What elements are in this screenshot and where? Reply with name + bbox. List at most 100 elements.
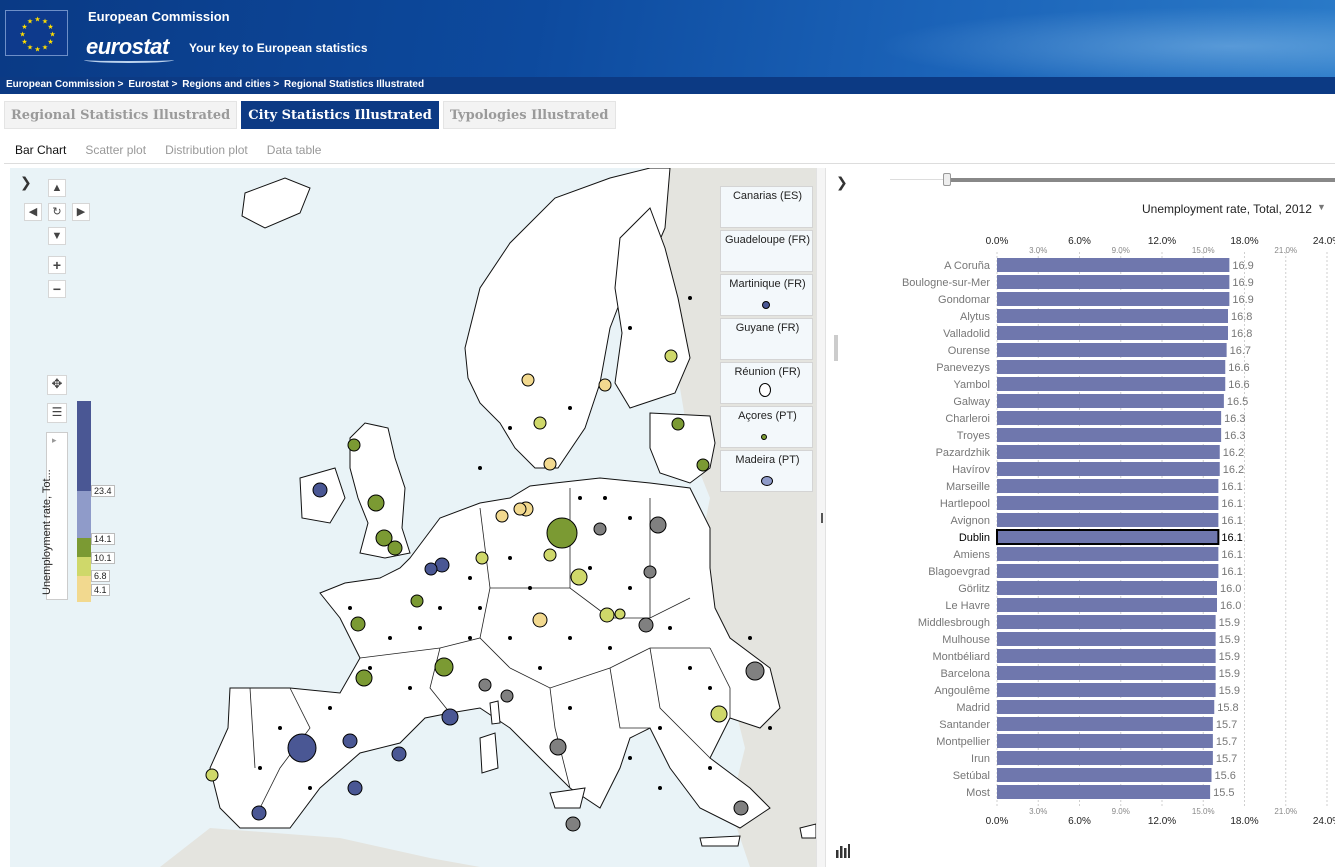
legend-class-2 (77, 491, 91, 538)
main-tabs: Regional Statistics Illustrated City Sta… (4, 101, 616, 129)
breadcrumb-link-commission[interactable]: European Commission > (6, 79, 124, 90)
map-crete (699, 835, 741, 847)
inset-canarias[interactable]: Canarias (ES) (720, 186, 813, 228)
tab-regional-statistics[interactable]: Regional Statistics Illustrated (4, 101, 238, 129)
map-cyprus (799, 823, 816, 839)
bar-category-label: Avignon (950, 515, 990, 527)
pan-right-icon[interactable]: ▶ (72, 203, 90, 221)
time-slider-handle[interactable] (943, 173, 951, 186)
x-tick-label-bottom: 24.0% (1313, 816, 1335, 827)
bar-category-label: Barcelona (940, 668, 990, 680)
indicator-selector[interactable]: Unemployment rate, Total, 2012 (1142, 202, 1312, 216)
splitter-grip[interactable] (821, 513, 823, 523)
pan-down-icon[interactable]: ▼ (48, 227, 66, 245)
bar-value-label: 16.1 (1221, 498, 1242, 510)
bar-category-label: Dublin (959, 532, 990, 544)
map-africa (160, 828, 480, 867)
inset-martinique[interactable]: Martinique (FR) (720, 274, 813, 316)
legend-expand-icon[interactable]: ▸ (52, 435, 57, 445)
tab-distribution-plot[interactable]: Distribution plot (165, 143, 248, 157)
bar-value-label: 16.0 (1220, 583, 1241, 595)
tab-bar-chart[interactable]: Bar Chart (15, 143, 67, 157)
bar (997, 666, 1216, 680)
legend-class-3 (77, 538, 91, 557)
breadcrumb-link-eurostat[interactable]: Eurostat > (128, 79, 178, 90)
bar-category-label: Troyes (957, 430, 991, 442)
bar-category-label: Havírov (952, 464, 990, 476)
bar-category-label: Ourense (948, 345, 990, 357)
tab-scatter-plot[interactable]: Scatter plot (85, 143, 147, 157)
inset-guadeloupe[interactable]: Guadeloupe (FR) (720, 230, 813, 272)
bar-value-label: 15.9 (1219, 685, 1240, 697)
bar-value-label: 16.2 (1223, 464, 1244, 476)
map-sicily (549, 787, 586, 809)
x-minor-tick-label-top: 9.0% (1112, 246, 1130, 255)
inset-acores[interactable]: Açores (PT) (720, 406, 813, 448)
x-tick-label-top: 0.0% (986, 236, 1009, 247)
bar (997, 598, 1217, 612)
move-legend-icon[interactable]: ✥ (47, 375, 67, 395)
chart-collapse-icon[interactable]: ❯ (836, 174, 848, 190)
eu-flag-logo[interactable]: ★ ★ ★ ★ ★ ★ ★ ★ ★ ★ ★ ★ (5, 10, 68, 56)
inset-city-point (762, 301, 770, 309)
tab-city-statistics[interactable]: City Statistics Illustrated (241, 101, 439, 129)
x-minor-tick-label-top: 21.0% (1274, 246, 1297, 255)
inset-reunion[interactable]: Réunion (FR) (720, 362, 813, 404)
map-small-cities (258, 296, 772, 790)
europe-map[interactable] (10, 168, 816, 867)
flag-star: ★ (21, 38, 27, 46)
bar-value-label: 16.2 (1223, 447, 1244, 459)
bar-category-label: Montbéliard (933, 651, 990, 663)
bar (997, 445, 1220, 459)
x-tick-label-bottom: 12.0% (1148, 816, 1176, 827)
tab-typologies[interactable]: Typologies Illustrated (442, 101, 616, 129)
bar (997, 275, 1230, 289)
x-tick-label-top: 12.0% (1148, 236, 1176, 247)
legend-tick-3: 10.1 (91, 552, 115, 564)
tab-divider (4, 163, 1335, 164)
legend-list-icon[interactable]: ☰ (47, 403, 67, 423)
bar-value-label: 16.1 (1221, 515, 1242, 527)
zoom-out-button[interactable]: − (48, 280, 66, 298)
bar-category-label: Pazardzhik (936, 447, 991, 459)
chart-scroll-grip[interactable] (834, 335, 838, 361)
x-tick-label-top: 18.0% (1230, 236, 1258, 247)
reset-view-icon[interactable]: ↻ (48, 203, 66, 221)
bar-category-label: Hartlepool (940, 498, 990, 510)
inset-label: Canarias (ES) (732, 190, 803, 202)
inset-city-point (761, 434, 767, 440)
x-minor-tick-label-bottom: 3.0% (1029, 807, 1047, 816)
inset-label: Guyane (FR) (735, 322, 800, 334)
bar-category-label: Montpellier (936, 736, 990, 748)
x-tick-label-bottom: 18.0% (1230, 816, 1258, 827)
map-corsica (489, 700, 501, 725)
pan-up-icon[interactable]: ▲ (48, 179, 66, 197)
bar-category-label: Setúbal (953, 770, 990, 782)
flag-star: ★ (47, 23, 53, 31)
zoom-in-button[interactable]: + (48, 256, 66, 274)
bar (997, 258, 1230, 272)
pan-left-icon[interactable]: ◀ (24, 203, 42, 221)
map-city-points (205, 349, 765, 832)
chevron-down-icon[interactable]: ▼ (1317, 202, 1326, 212)
bar-category-label: Marseille (946, 481, 990, 493)
bar-value-label: 16.9 (1232, 260, 1253, 272)
eurostat-logo[interactable]: eurostat (86, 34, 169, 59)
view-tabs: Bar Chart Scatter plot Distribution plot… (4, 139, 329, 163)
bar-category-label: Madrid (956, 702, 990, 714)
bar-chart-icon[interactable] (836, 844, 850, 858)
breadcrumb-link-regions[interactable]: Regions and cities > (182, 79, 280, 90)
inset-guyane[interactable]: Guyane (FR) (720, 318, 813, 360)
bar-category-label: Charleroi (945, 413, 990, 425)
inset-madeira[interactable]: Madeira (PT) (720, 450, 813, 492)
map-panel[interactable] (10, 168, 816, 867)
time-slider-track[interactable] (946, 178, 1335, 182)
tab-data-table[interactable]: Data table (266, 143, 322, 157)
bar-value-label: 15.5 (1213, 787, 1234, 799)
bar-value-label: 16.1 (1221, 481, 1242, 493)
panel-splitter[interactable] (816, 168, 826, 867)
map-collapse-icon[interactable]: ❯ (20, 174, 32, 190)
header-decoration (815, 0, 1335, 77)
bar-value-label: 16.9 (1232, 294, 1253, 306)
legend-tick-5: 4.1 (91, 584, 110, 596)
